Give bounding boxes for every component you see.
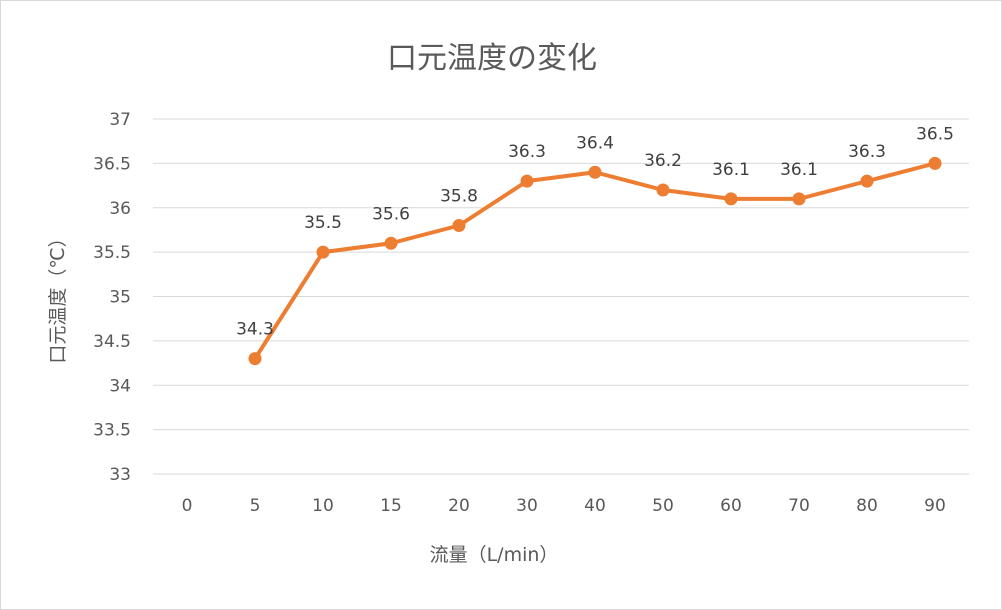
data-point: [384, 236, 398, 250]
x-tick-label: 20: [448, 496, 470, 516]
y-tick-label: 36.5: [93, 154, 131, 174]
data-point: [792, 192, 806, 206]
y-tick-label: 33: [109, 465, 131, 485]
data-label: 36.3: [508, 142, 546, 162]
data-point: [860, 174, 874, 188]
series-line: [253, 161, 937, 361]
x-tick-label: 15: [380, 496, 402, 516]
data-point: [248, 352, 262, 366]
series-segment: [593, 170, 665, 192]
data-label: 36.1: [780, 160, 818, 180]
x-tick-label: 50: [652, 496, 674, 516]
y-tick-label: 35.5: [93, 243, 131, 263]
data-label: 36.5: [916, 124, 954, 144]
x-tick-label: 5: [250, 496, 261, 516]
data-point: [520, 174, 534, 188]
data-labels: 34.3 35.5 35.6 35.8 36.3 36.4 36.2 36.1 36.1 36.3…: [236, 124, 954, 339]
series-segment: [797, 179, 869, 201]
y-tick-label: 33.5: [93, 421, 131, 441]
data-label: 36.2: [644, 151, 682, 171]
y-axis-title: 口元温度（℃）: [47, 228, 69, 363]
y-tick-label: 37: [109, 110, 131, 130]
data-label: 35.6: [372, 204, 410, 224]
data-point: [316, 245, 330, 259]
series-segment: [321, 241, 393, 255]
series-segment: [389, 223, 461, 246]
x-tick-labels: 0 5 10 15 20 30 40 50 60 70 80 90: [182, 496, 946, 516]
data-label: 35.5: [304, 213, 342, 233]
series-points: [248, 156, 942, 366]
data-label: 36.3: [848, 142, 886, 162]
series-segment: [525, 170, 597, 184]
x-tick-label: 40: [584, 496, 606, 516]
series-segment: [865, 161, 937, 184]
data-point: [928, 156, 942, 170]
data-point: [452, 219, 466, 232]
x-tick-label: 30: [516, 496, 538, 516]
data-label: 36.1: [712, 160, 750, 180]
x-axis-title: 流量（L/min）: [430, 544, 559, 566]
data-label: 35.8: [440, 187, 478, 207]
y-tick-labels: 33 33.5 34 34.5 35 35.5 36 36.5 37: [93, 110, 131, 485]
series-segment: [457, 179, 529, 228]
data-label: 36.4: [576, 133, 614, 153]
data-point: [656, 183, 670, 197]
y-tick-label: 34: [109, 376, 131, 396]
data-point: [588, 165, 602, 179]
x-tick-label: 10: [312, 496, 334, 516]
x-tick-label: 0: [182, 496, 193, 516]
series-segment: [253, 250, 325, 361]
x-tick-label: 60: [720, 496, 742, 516]
gridlines: [153, 118, 969, 475]
data-label: 34.3: [236, 320, 274, 340]
series-segment: [661, 188, 733, 201]
x-tick-label: 80: [856, 496, 878, 516]
x-tick-label: 90: [924, 496, 946, 516]
data-point: [724, 192, 738, 206]
chart-title: 口元温度の変化: [387, 41, 597, 76]
x-tick-label: 70: [788, 496, 810, 516]
y-tick-label: 34.5: [93, 332, 131, 352]
y-tick-label: 36: [109, 199, 131, 219]
y-tick-label: 35: [109, 288, 131, 308]
